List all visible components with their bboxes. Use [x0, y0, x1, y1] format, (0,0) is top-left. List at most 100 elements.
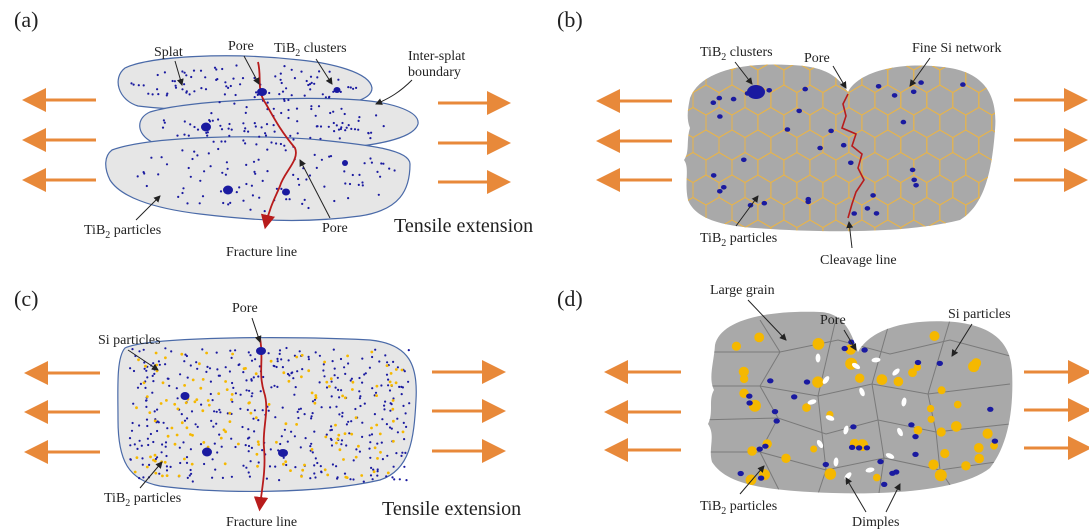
pointer-dimples-1 — [845, 477, 867, 513]
tib2-particle — [350, 127, 353, 130]
tib2-particle — [347, 86, 350, 89]
dimple — [892, 368, 900, 376]
tib2-particle — [805, 199, 811, 205]
si-particle — [908, 368, 917, 377]
tib2-particle — [746, 400, 753, 406]
tib2-particle — [244, 142, 247, 145]
tib2-particle — [329, 406, 332, 409]
tib2-particle — [361, 357, 364, 360]
grain-boundary — [759, 319, 781, 493]
tib2-particle — [178, 446, 181, 449]
tib2-particle — [401, 451, 404, 454]
si-particle — [824, 468, 837, 480]
si-particle — [230, 398, 233, 401]
tib2-particle — [247, 444, 251, 448]
tib2-particle — [246, 408, 249, 411]
tib2-particle — [330, 425, 333, 428]
tib2-particle — [379, 175, 382, 178]
tib2-particle — [196, 154, 199, 157]
dimple — [825, 415, 835, 421]
tib2-particle — [298, 183, 301, 186]
tib2-particle — [370, 433, 374, 436]
tib2-particle — [166, 427, 169, 430]
si-particle — [855, 373, 865, 383]
tib2-particle — [189, 448, 192, 451]
tib2-particle — [151, 391, 154, 394]
tib2-particle — [313, 82, 316, 85]
tib2-particle — [209, 380, 212, 383]
tib2-particle — [376, 442, 379, 445]
tib2-particle — [339, 127, 342, 131]
tib2-particle — [253, 430, 256, 433]
tib2-particle — [909, 167, 916, 173]
tib2-particle — [186, 417, 189, 420]
si-particle — [225, 388, 229, 391]
tib2-cluster-a4 — [282, 188, 290, 196]
tib2-particle — [224, 173, 227, 176]
si-particle — [360, 474, 364, 477]
tib2-particle — [199, 69, 203, 72]
dimple — [816, 439, 824, 449]
tib2-particle — [301, 202, 304, 205]
splat-3 — [105, 136, 411, 222]
tib2-particle — [387, 378, 390, 381]
si-network-cell — [953, 265, 979, 295]
tib2-particle — [146, 437, 149, 440]
tib2-particle — [347, 362, 350, 365]
tib2-particle — [285, 346, 288, 350]
tib2-particle — [358, 390, 361, 393]
tib2-particle — [252, 376, 255, 379]
si-network-cell — [1005, 40, 1031, 70]
tib2-particle — [877, 459, 884, 465]
tib2-particle — [165, 94, 168, 97]
dimple — [822, 376, 830, 384]
pointer-tib2-particles-a — [135, 195, 161, 221]
tib2-particle — [261, 179, 264, 182]
tib2-particle — [279, 442, 282, 446]
si-network-cell — [1018, 333, 1044, 363]
tib2-particle — [345, 444, 348, 447]
label-inter-splat-2: boundary — [408, 65, 461, 80]
si-particle — [275, 440, 278, 444]
tib2-cluster-c2 — [180, 392, 190, 400]
tib2-particle — [329, 437, 332, 440]
tib2-particle — [156, 408, 159, 411]
si-particle — [354, 416, 358, 420]
dimple — [885, 453, 895, 459]
tib2-particle — [329, 155, 333, 158]
pointer-fine-si — [909, 57, 931, 87]
tib2-particle — [162, 119, 165, 122]
tib2-particle — [737, 470, 744, 477]
tib2-particle — [253, 122, 256, 125]
si-particle — [154, 351, 158, 355]
tib2-particle — [224, 366, 227, 369]
si-particle — [228, 411, 232, 415]
tib2-particle — [353, 128, 357, 131]
panel-b-particles — [710, 80, 966, 216]
tib2-particle — [398, 478, 401, 481]
tib2-particle — [341, 415, 344, 418]
label-pore-a-top: Pore — [228, 39, 254, 54]
tib2-particle — [332, 110, 335, 113]
tib2-particle — [183, 133, 186, 136]
splats — [105, 55, 419, 222]
si-particle — [738, 366, 749, 377]
si-particle — [323, 360, 326, 364]
tib2-particle — [130, 429, 134, 432]
si-network-cell — [693, 310, 719, 340]
tib2-particle — [272, 124, 275, 127]
si-particle — [135, 456, 139, 459]
dimple — [901, 397, 907, 407]
tib2-particle — [138, 350, 141, 353]
tib2-particle — [146, 376, 149, 379]
si-network-cell — [1044, 153, 1070, 183]
si-particle — [351, 388, 354, 391]
tib2-particle — [245, 163, 248, 166]
tib2-particle — [341, 411, 344, 414]
tib2-particle — [254, 125, 257, 128]
tib2-particle — [382, 162, 385, 165]
tib2-particle — [241, 425, 244, 429]
tib2-particle — [280, 111, 283, 115]
cleavage-line-b — [841, 93, 865, 219]
